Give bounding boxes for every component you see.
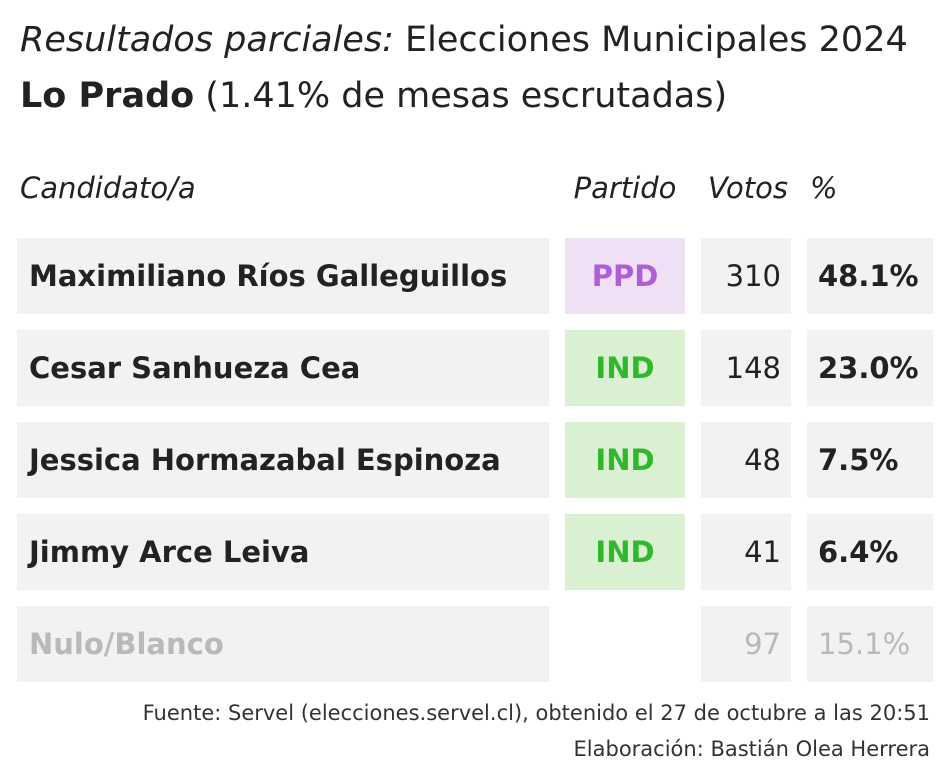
title-election: Elecciones Municipales 2024: [393, 20, 908, 60]
party-badge: IND: [565, 330, 685, 406]
column-header-votes: Votos: [707, 171, 788, 205]
page-subtitle: Lo Prado (1.41% de mesas escrutadas): [20, 70, 727, 122]
table-row: Maximiliano Ríos Galleguillos PPD 310 48…: [0, 238, 950, 314]
party-badge-empty: [565, 606, 685, 682]
source-note: Fuente: Servel (elecciones.servel.cl), o…: [142, 701, 930, 725]
candidate-name: Jimmy Arce Leiva: [17, 514, 549, 590]
column-header-percent: %: [810, 171, 838, 205]
vote-count: 41: [701, 514, 791, 590]
candidate-name: Nulo/Blanco: [17, 606, 549, 682]
table-row-null-blank: Nulo/Blanco 97 15.1%: [0, 606, 950, 682]
vote-count: 97: [701, 606, 791, 682]
count-progress: (1.41% de mesas escrutadas): [194, 76, 728, 116]
table-row: Jimmy Arce Leiva IND 41 6.4%: [0, 514, 950, 590]
candidate-name: Maximiliano Ríos Galleguillos: [17, 238, 549, 314]
vote-percent: 15.1%: [807, 606, 933, 682]
candidate-name: Jessica Hormazabal Espinoza: [17, 422, 549, 498]
vote-count: 310: [701, 238, 791, 314]
vote-percent: 6.4%: [807, 514, 933, 590]
candidate-name: Cesar Sanhueza Cea: [17, 330, 549, 406]
party-badge: IND: [565, 422, 685, 498]
vote-percent: 48.1%: [807, 238, 933, 314]
vote-percent: 23.0%: [807, 330, 933, 406]
vote-count: 48: [701, 422, 791, 498]
commune-name: Lo Prado: [20, 76, 195, 116]
vote-percent: 7.5%: [807, 422, 933, 498]
column-header-party: Partido: [573, 171, 677, 205]
party-badge: IND: [565, 514, 685, 590]
vote-count: 148: [701, 330, 791, 406]
page-title: Resultados parciales: Elecciones Municip…: [20, 14, 908, 66]
party-badge: PPD: [565, 238, 685, 314]
credit-note: Elaboración: Bastián Olea Herrera: [573, 737, 930, 761]
table-row: Cesar Sanhueza Cea IND 148 23.0%: [0, 330, 950, 406]
title-lead: Resultados parciales:: [20, 20, 394, 60]
column-header-candidate: Candidato/a: [20, 171, 196, 205]
table-row: Jessica Hormazabal Espinoza IND 48 7.5%: [0, 422, 950, 498]
